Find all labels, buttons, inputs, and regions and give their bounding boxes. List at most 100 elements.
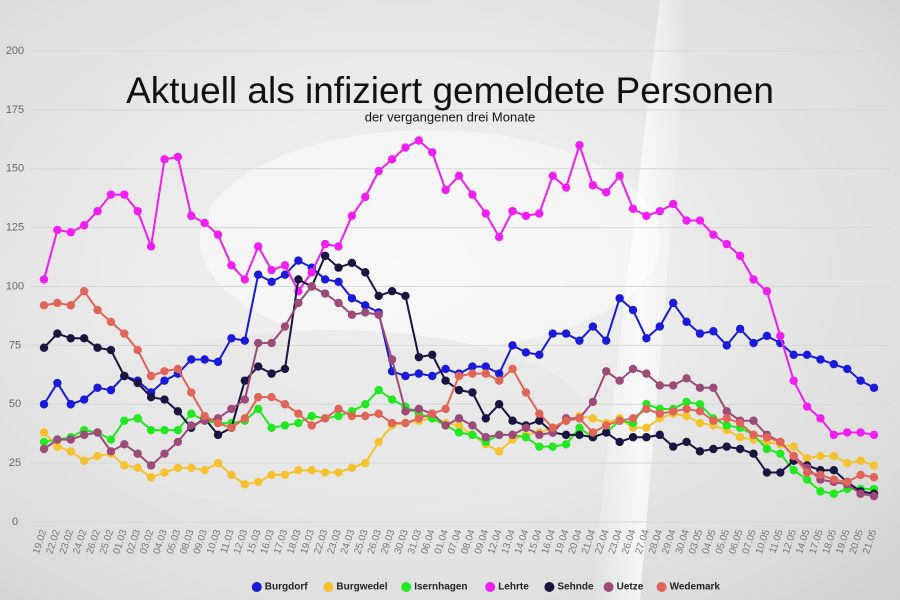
data-point: [146, 425, 156, 435]
data-point: [187, 421, 196, 430]
data-point: [146, 242, 156, 251]
legend-marker: [656, 582, 667, 592]
data-point: [39, 428, 49, 437]
data-point: [227, 261, 236, 270]
data-point: [294, 418, 303, 428]
data-point: [561, 440, 571, 449]
data-point: [481, 369, 490, 378]
data-point: [829, 465, 839, 475]
data-point: [66, 435, 75, 444]
data-point: [133, 414, 142, 423]
data-point: [776, 331, 785, 341]
data-point: [575, 414, 584, 423]
data-point: [561, 329, 571, 338]
data-point: [187, 409, 196, 418]
data-point: [280, 421, 290, 430]
data-point: [735, 418, 745, 428]
chart-title: Aktuell als infiziert gemeldete Personen: [126, 70, 774, 111]
data-point: [120, 190, 129, 199]
legend-label: Uetze: [617, 582, 644, 593]
data-point: [481, 362, 490, 371]
chart-subtitle: der vergangenen drei Monate: [365, 109, 536, 124]
data-point: [374, 310, 383, 319]
legend-label: Isernhagen: [414, 582, 467, 593]
data-point: [267, 423, 276, 432]
legend-marker: [401, 582, 412, 592]
data-point: [628, 364, 638, 374]
data-point: [294, 275, 303, 284]
data-point: [39, 400, 49, 409]
data-point: [856, 456, 865, 465]
data-point: [428, 409, 437, 418]
data-point: [361, 458, 370, 468]
data-point: [869, 461, 879, 470]
data-point: [320, 289, 330, 298]
data-point: [307, 411, 316, 421]
data-point: [762, 287, 772, 296]
data-point: [53, 378, 62, 388]
data-point: [829, 475, 839, 484]
data-point: [588, 181, 598, 190]
data-point: [628, 414, 638, 423]
data-point: [187, 211, 196, 221]
data-point: [494, 376, 504, 385]
data-point: [441, 421, 450, 430]
data-point: [173, 425, 183, 435]
data-point: [79, 430, 89, 440]
data-point: [668, 381, 678, 390]
legend-marker: [485, 582, 496, 592]
data-point: [816, 451, 825, 461]
data-point: [307, 282, 316, 291]
data-point: [441, 185, 450, 195]
data-point: [387, 287, 397, 296]
data-point: [682, 437, 691, 447]
data-point: [294, 465, 303, 475]
data-point: [53, 442, 62, 451]
data-point: [213, 230, 223, 239]
data-point: [347, 411, 357, 421]
background-shape: [200, 130, 660, 350]
data-point: [294, 298, 303, 308]
data-point: [615, 294, 624, 303]
legend-marker: [603, 582, 614, 592]
data-point: [602, 188, 611, 197]
legend-label: Burgwedel: [336, 582, 387, 593]
data-point: [829, 430, 839, 440]
data-point: [628, 433, 638, 442]
data-point: [642, 423, 651, 432]
data-point: [776, 449, 785, 458]
data-point: [869, 383, 879, 392]
data-point: [39, 301, 49, 310]
data-point: [361, 308, 370, 317]
data-point: [789, 376, 798, 385]
data-point: [561, 416, 571, 425]
data-point: [494, 430, 504, 440]
data-point: [213, 458, 223, 468]
data-point: [535, 430, 544, 440]
data-point: [253, 338, 263, 348]
data-point: [401, 418, 410, 428]
data-point: [722, 414, 731, 423]
data-point: [695, 447, 705, 456]
data-point: [227, 470, 236, 480]
data-point: [133, 345, 142, 355]
data-point: [173, 407, 183, 416]
data-point: [253, 362, 263, 371]
data-point: [120, 461, 129, 470]
data-point: [320, 468, 330, 477]
data-point: [575, 141, 584, 150]
data-point: [802, 454, 812, 463]
data-point: [709, 444, 718, 454]
data-point: [749, 430, 758, 440]
data-point: [280, 261, 290, 270]
data-point: [361, 400, 370, 409]
data-point: [146, 461, 156, 470]
data-point: [53, 225, 62, 235]
data-point: [802, 475, 812, 484]
data-point: [789, 442, 798, 451]
data-point: [39, 437, 49, 447]
data-point: [227, 423, 236, 432]
data-point: [709, 230, 718, 239]
data-point: [280, 270, 290, 279]
data-point: [548, 329, 557, 338]
